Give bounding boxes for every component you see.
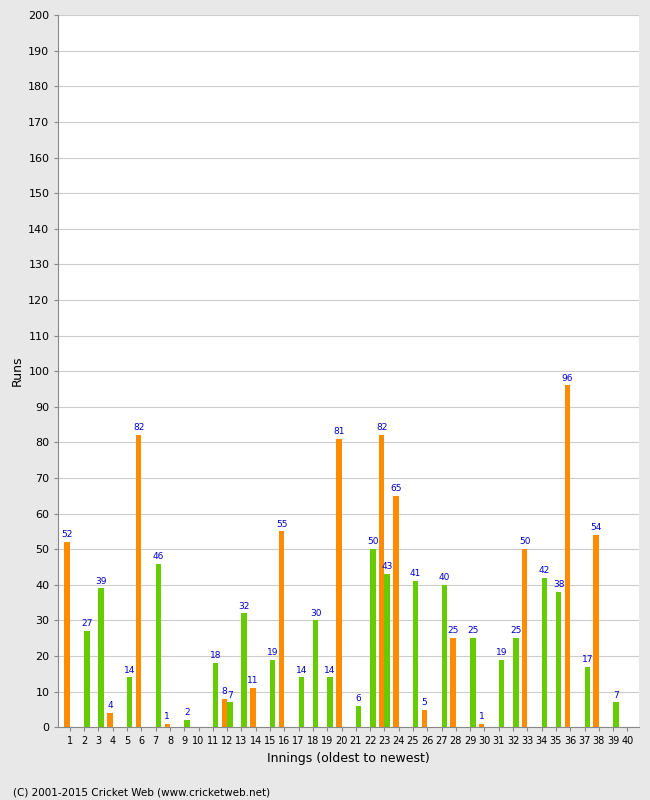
Text: 96: 96 xyxy=(562,374,573,382)
Bar xyxy=(250,688,255,727)
Bar xyxy=(327,678,333,727)
Text: 39: 39 xyxy=(96,577,107,586)
Bar xyxy=(298,678,304,727)
Text: 1: 1 xyxy=(479,712,485,721)
Text: 2: 2 xyxy=(184,708,190,718)
Bar xyxy=(593,535,599,727)
Text: 14: 14 xyxy=(124,666,135,674)
Text: 7: 7 xyxy=(227,690,233,699)
Text: 82: 82 xyxy=(133,423,144,433)
Text: 19: 19 xyxy=(496,648,507,657)
Bar xyxy=(164,724,170,727)
Bar xyxy=(522,550,527,727)
Bar xyxy=(584,666,590,727)
Bar xyxy=(393,496,398,727)
Text: 6: 6 xyxy=(356,694,361,703)
Bar xyxy=(127,678,133,727)
Text: 52: 52 xyxy=(62,530,73,539)
Bar xyxy=(241,614,247,727)
Text: 65: 65 xyxy=(390,484,402,493)
Text: 25: 25 xyxy=(467,626,478,635)
Bar xyxy=(279,531,284,727)
Bar xyxy=(470,638,476,727)
Text: 54: 54 xyxy=(590,523,602,532)
Text: 14: 14 xyxy=(324,666,335,674)
Bar xyxy=(84,631,90,727)
Bar xyxy=(450,638,456,727)
Text: 11: 11 xyxy=(247,676,259,686)
Bar xyxy=(98,589,104,727)
Bar xyxy=(336,439,341,727)
Text: 41: 41 xyxy=(410,570,421,578)
Bar xyxy=(227,702,233,727)
Y-axis label: Runs: Runs xyxy=(11,356,24,386)
Text: 50: 50 xyxy=(519,538,530,546)
Text: 25: 25 xyxy=(447,626,459,635)
Text: 81: 81 xyxy=(333,427,344,436)
Text: 40: 40 xyxy=(439,573,450,582)
Text: 32: 32 xyxy=(239,602,250,610)
Bar xyxy=(136,435,141,727)
Bar xyxy=(384,574,390,727)
Bar xyxy=(556,592,562,727)
Bar xyxy=(541,578,547,727)
Text: 55: 55 xyxy=(276,520,287,529)
Bar xyxy=(565,386,570,727)
Text: 7: 7 xyxy=(613,690,619,699)
Bar xyxy=(64,542,70,727)
Text: 46: 46 xyxy=(153,552,164,561)
X-axis label: Innings (oldest to newest): Innings (oldest to newest) xyxy=(267,752,430,765)
Bar xyxy=(422,710,427,727)
Bar xyxy=(222,699,227,727)
Bar xyxy=(356,706,361,727)
Text: 82: 82 xyxy=(376,423,387,433)
Bar xyxy=(413,582,419,727)
Bar xyxy=(313,621,318,727)
Text: 18: 18 xyxy=(210,651,221,660)
Text: 19: 19 xyxy=(267,648,278,657)
Text: 17: 17 xyxy=(582,655,593,664)
Bar xyxy=(513,638,519,727)
Text: (C) 2001-2015 Cricket Web (www.cricketweb.net): (C) 2001-2015 Cricket Web (www.cricketwe… xyxy=(13,787,270,798)
Bar xyxy=(479,724,484,727)
Text: 43: 43 xyxy=(382,562,393,571)
Bar xyxy=(441,585,447,727)
Text: 4: 4 xyxy=(107,702,113,710)
Text: 30: 30 xyxy=(310,609,321,618)
Text: 1: 1 xyxy=(164,712,170,721)
Bar xyxy=(184,720,190,727)
Bar xyxy=(107,713,112,727)
Text: 25: 25 xyxy=(510,626,521,635)
Bar xyxy=(370,550,376,727)
Text: 8: 8 xyxy=(222,687,227,696)
Text: 14: 14 xyxy=(296,666,307,674)
Bar xyxy=(155,563,161,727)
Text: 5: 5 xyxy=(422,698,428,706)
Bar xyxy=(379,435,384,727)
Bar xyxy=(613,702,619,727)
Text: 50: 50 xyxy=(367,538,378,546)
Bar xyxy=(499,660,504,727)
Bar xyxy=(270,660,276,727)
Text: 27: 27 xyxy=(81,619,92,628)
Text: 42: 42 xyxy=(539,566,550,575)
Text: 38: 38 xyxy=(553,580,564,589)
Bar xyxy=(213,663,218,727)
